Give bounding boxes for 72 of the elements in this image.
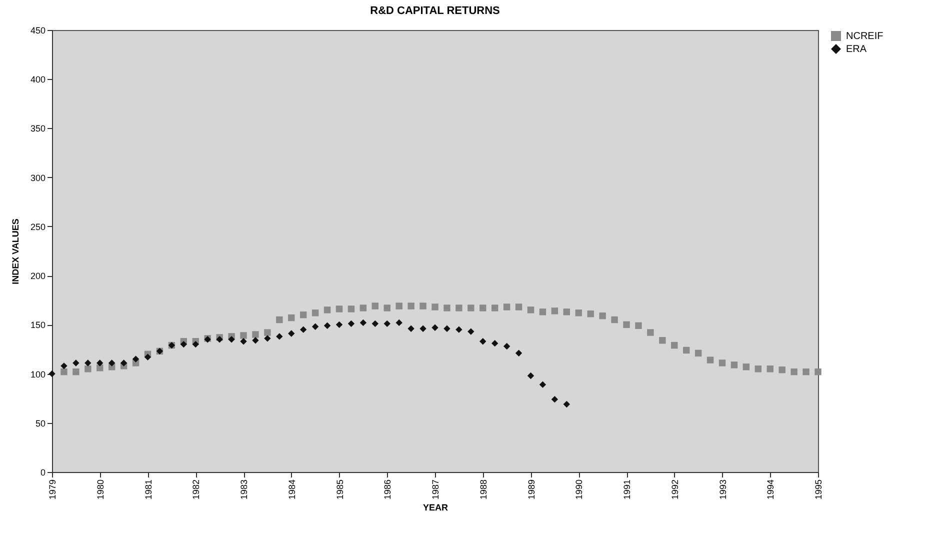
point (336, 321, 343, 328)
y-tick-label: 0 (40, 468, 46, 478)
x-tick-label: 1990 (574, 480, 584, 500)
point (432, 324, 438, 331)
x-tick-label: 1985 (334, 480, 345, 500)
point (132, 356, 140, 362)
point (563, 400, 570, 408)
x-tick-label: 1987 (430, 480, 440, 500)
point (539, 381, 546, 388)
point (312, 323, 319, 330)
point (84, 360, 92, 366)
point (108, 360, 116, 366)
point (276, 333, 283, 340)
point (72, 360, 80, 366)
x-tick-label: 1986 (382, 480, 393, 500)
point (551, 396, 558, 403)
point (408, 325, 414, 332)
legend-label: ERA (846, 44, 867, 55)
point (515, 350, 522, 357)
y-tick-label: 200 (30, 271, 46, 282)
x-tick-label: 1983 (239, 480, 249, 500)
x-tick-label: 1988 (478, 480, 488, 500)
point (240, 338, 247, 345)
point (96, 360, 104, 366)
y-axis-title: INDEX VALUES (10, 218, 20, 284)
point (468, 328, 474, 335)
point (456, 326, 462, 333)
point (300, 326, 307, 333)
y-tick-label: 400 (30, 74, 46, 85)
x-tick-label: 1993 (718, 480, 728, 500)
point (60, 362, 68, 370)
point (120, 360, 128, 366)
y-tick-label: 350 (30, 124, 46, 134)
point (491, 340, 498, 347)
point (372, 320, 379, 328)
point (396, 319, 402, 326)
x-tick-label: 1984 (286, 480, 297, 500)
x-tick-label: 1979 (48, 480, 58, 500)
x-axis-title: YEAR (422, 502, 448, 513)
point (444, 325, 450, 332)
point (348, 320, 355, 328)
point (480, 338, 486, 345)
point (360, 319, 367, 326)
y-tick-label: 150 (30, 320, 46, 330)
x-tick-label: 1992 (670, 480, 680, 500)
point (144, 354, 152, 360)
x-tick-label: 1994 (766, 480, 776, 500)
x-tick-label: 1991 (622, 480, 632, 500)
x-tick-label: 1980 (95, 480, 106, 500)
y-tick-label: 300 (30, 172, 46, 183)
y-tick-label: 450 (30, 26, 46, 36)
point (228, 336, 235, 343)
point (420, 325, 426, 332)
y-tick-label: 50 (35, 418, 46, 428)
point (527, 372, 534, 380)
point (384, 320, 390, 328)
point (288, 330, 295, 337)
point (324, 322, 331, 330)
point (192, 340, 199, 348)
x-tick-label: 1995 (814, 480, 824, 500)
point (48, 370, 56, 378)
chart-title: R&D CAPITAL RETURNS (370, 5, 500, 17)
x-tick-label: 1982 (191, 480, 202, 500)
y-tick-label: 100 (30, 369, 46, 380)
point (252, 337, 259, 344)
point (264, 335, 271, 342)
x-tick-label: 1989 (526, 480, 536, 500)
point (180, 340, 188, 348)
y-tick-label: 250 (30, 222, 46, 232)
legend-label: NCREIF (846, 31, 884, 42)
point (503, 342, 510, 350)
x-tick-label: 1981 (143, 480, 154, 500)
